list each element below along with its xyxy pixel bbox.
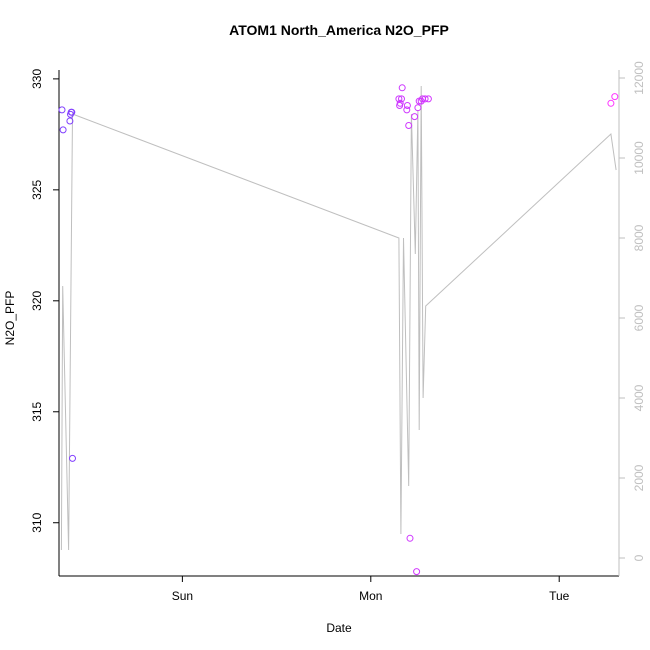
x-tick-label: Tue xyxy=(549,589,570,603)
data-point xyxy=(405,122,413,129)
n2o-points xyxy=(58,84,619,576)
right-y-tick-label: 12000 xyxy=(632,61,646,95)
flight-altitude-line xyxy=(60,85,617,551)
right-y-tick-label: 10000 xyxy=(632,141,646,175)
data-point xyxy=(58,106,66,114)
data-point xyxy=(69,454,76,462)
data-point xyxy=(398,84,406,92)
data-point xyxy=(611,93,619,101)
right-y-tick-label: 0 xyxy=(632,554,646,561)
x-axis-label: Date xyxy=(326,621,352,635)
left-y-tick-label: 325 xyxy=(30,180,44,200)
data-point xyxy=(413,568,421,576)
data-point xyxy=(424,95,432,103)
right-y-tick-label: 2000 xyxy=(632,464,646,491)
x-tick-label: Sun xyxy=(172,589,193,603)
altitude-line xyxy=(60,85,617,551)
data-point xyxy=(414,104,422,112)
left-y-tick-label: 310 xyxy=(30,512,44,532)
right-y-tick-label: 4000 xyxy=(632,384,646,411)
y-axis-label: N2O_PFP xyxy=(3,291,17,346)
data-point xyxy=(607,99,615,107)
data-point xyxy=(411,113,419,121)
data-point xyxy=(396,99,404,107)
left-y-tick-label: 330 xyxy=(30,69,44,89)
left-y-tick-label: 315 xyxy=(30,401,44,421)
data-point xyxy=(66,117,74,125)
left-y-ticks: 310 315 320 325 330 xyxy=(30,69,59,533)
data-point xyxy=(59,126,67,134)
x-tick-label: Mon xyxy=(359,589,382,603)
data-point xyxy=(406,534,414,542)
chart-title: ATOM1 North_America N2O_PFP xyxy=(229,22,449,38)
data-point xyxy=(398,95,405,103)
right-y-tick-label: 6000 xyxy=(632,304,646,331)
right-y-tick-label: 8000 xyxy=(632,224,646,251)
data-point xyxy=(403,106,411,114)
right-y-ticks: 0 2000 4000 6000 8000 10000 12000 xyxy=(619,61,646,561)
data-point xyxy=(403,102,411,109)
x-ticks: Sun Mon Tue xyxy=(172,576,570,603)
data-point xyxy=(421,95,429,103)
data-point xyxy=(68,108,76,116)
data-point xyxy=(395,95,403,103)
left-y-tick-label: 320 xyxy=(30,290,44,310)
